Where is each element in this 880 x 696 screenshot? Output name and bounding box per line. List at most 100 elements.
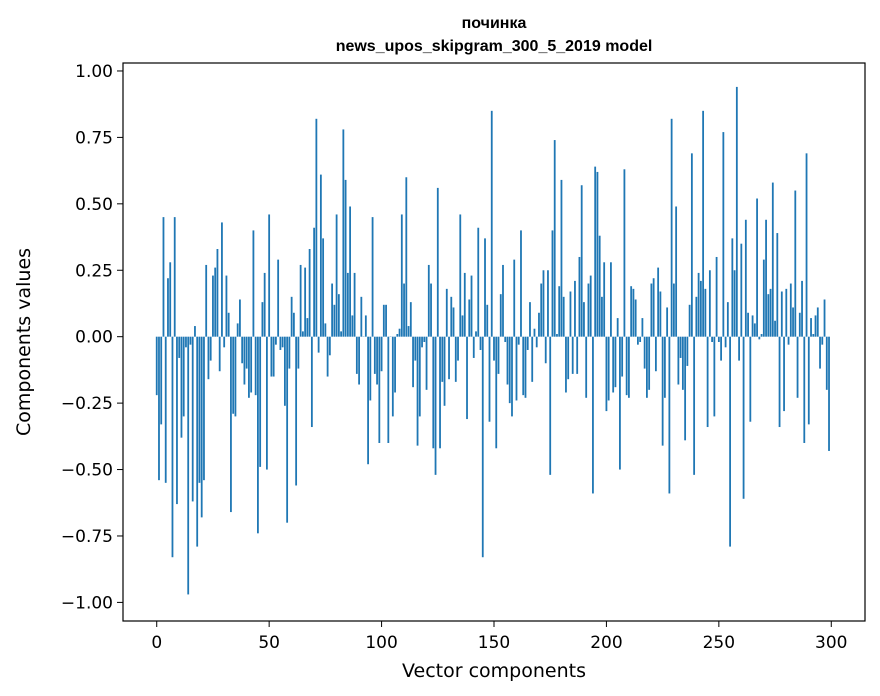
bar-124 xyxy=(435,337,437,475)
bar-112 xyxy=(408,326,410,337)
bar-180 xyxy=(561,180,563,337)
y-tick-label: −0.75 xyxy=(61,527,113,547)
bar-136 xyxy=(462,315,464,336)
y-tick-label: 0.00 xyxy=(75,328,113,348)
bar-280 xyxy=(785,289,787,337)
bar-135 xyxy=(459,214,461,336)
bar-96 xyxy=(372,217,374,337)
bar-113 xyxy=(410,302,412,337)
bar-224 xyxy=(659,292,661,337)
bar-75 xyxy=(324,323,326,336)
bar-55 xyxy=(279,337,281,350)
bar-53 xyxy=(275,337,277,345)
bar-123 xyxy=(432,337,434,449)
bar-16 xyxy=(192,337,194,502)
bar-39 xyxy=(244,337,246,385)
bar-74 xyxy=(322,238,324,336)
bar-166 xyxy=(529,302,531,337)
bar-221 xyxy=(653,278,655,336)
x-tick-label: 300 xyxy=(815,633,847,653)
bar-271 xyxy=(765,220,767,337)
bar-80 xyxy=(336,214,338,336)
bar-236 xyxy=(686,337,688,366)
bar-118 xyxy=(421,337,423,348)
x-tick-label: 50 xyxy=(258,633,280,653)
bar-287 xyxy=(801,281,803,337)
bar-48 xyxy=(264,273,266,337)
bar-144 xyxy=(480,337,482,350)
bar-191 xyxy=(585,337,587,398)
bar-23 xyxy=(208,337,210,380)
bar-36 xyxy=(237,323,239,336)
bar-46 xyxy=(259,337,261,467)
bar-272 xyxy=(767,294,769,337)
bar-94 xyxy=(367,337,369,465)
bar-174 xyxy=(547,270,549,336)
bar-270 xyxy=(763,260,765,337)
bar-7 xyxy=(172,337,174,558)
bar-18 xyxy=(196,337,198,547)
bar-8 xyxy=(174,217,176,337)
bar-66 xyxy=(304,268,306,337)
bar-49 xyxy=(266,337,268,470)
bar-25 xyxy=(212,276,214,337)
bar-286 xyxy=(799,313,801,337)
bar-143 xyxy=(477,228,479,337)
bar-51 xyxy=(271,337,273,377)
bar-285 xyxy=(797,337,799,398)
bar-288 xyxy=(803,337,805,443)
bar-237 xyxy=(689,305,691,337)
bar-289 xyxy=(806,153,808,336)
bar-235 xyxy=(684,337,686,441)
bar-5 xyxy=(167,278,169,336)
bar-230 xyxy=(673,284,675,337)
bar-77 xyxy=(329,337,331,356)
bar-52 xyxy=(273,337,275,377)
bar-65 xyxy=(302,331,304,336)
bar-100 xyxy=(381,337,383,372)
bar-57 xyxy=(284,337,286,406)
bar-278 xyxy=(781,292,783,337)
bar-176 xyxy=(552,230,554,336)
bar-244 xyxy=(704,289,706,337)
bar-211 xyxy=(630,286,632,336)
bar-108 xyxy=(399,329,401,337)
bar-93 xyxy=(365,315,367,336)
bar-258 xyxy=(736,87,738,337)
bar-101 xyxy=(383,305,385,337)
bar-296 xyxy=(821,337,823,345)
bar-29 xyxy=(221,222,223,336)
bar-91 xyxy=(360,297,362,337)
bar-129 xyxy=(446,289,448,337)
bar-260 xyxy=(740,244,742,337)
bar-182 xyxy=(565,337,567,393)
bar-267 xyxy=(756,199,758,337)
bar-47 xyxy=(262,302,264,337)
y-tick-label: 0.75 xyxy=(75,128,113,148)
bar-31 xyxy=(226,276,228,337)
bar-205 xyxy=(617,318,619,337)
bar-204 xyxy=(615,337,617,387)
bar-281 xyxy=(788,337,790,345)
bar-145 xyxy=(482,337,484,558)
chart-subtitle: news_upos_skipgram_300_5_2019 model xyxy=(336,38,653,55)
x-axis-label: Vector components xyxy=(402,660,586,682)
bar-58 xyxy=(286,337,288,523)
bar-56 xyxy=(282,337,284,348)
bar-226 xyxy=(664,337,666,398)
bar-172 xyxy=(543,270,545,336)
bar-273 xyxy=(770,289,772,337)
bar-59 xyxy=(288,337,290,369)
bar-171 xyxy=(540,284,542,337)
bar-64 xyxy=(300,265,302,337)
bar-262 xyxy=(745,220,747,337)
bar-105 xyxy=(392,337,394,417)
bar-81 xyxy=(338,294,340,337)
bar-115 xyxy=(414,337,416,361)
bar-26 xyxy=(214,268,216,337)
bar-60 xyxy=(291,297,293,337)
bar-41 xyxy=(248,337,250,398)
bar-248 xyxy=(713,337,715,417)
bar-161 xyxy=(518,337,520,345)
bar-97 xyxy=(374,337,376,374)
